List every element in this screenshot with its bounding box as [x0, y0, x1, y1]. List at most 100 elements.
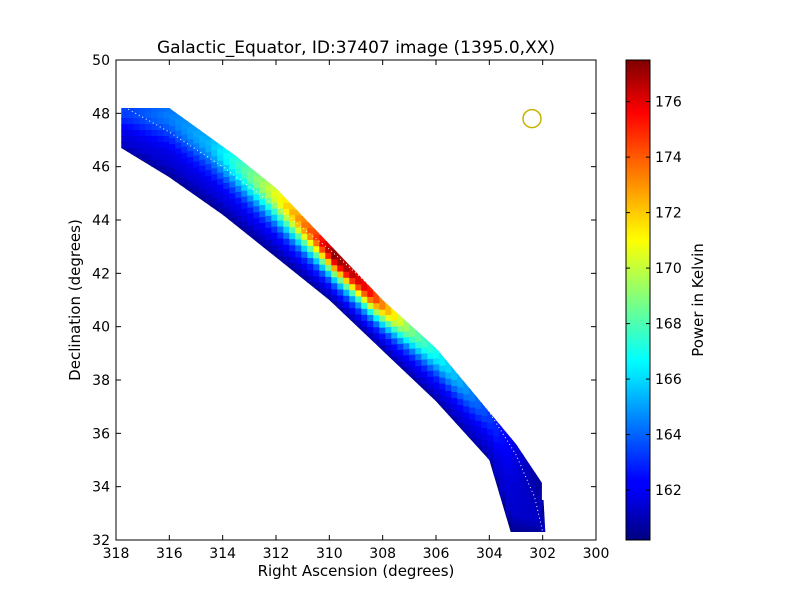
heat-cell: [235, 215, 242, 223]
heat-cell: [355, 296, 362, 303]
heat-cell: [163, 118, 170, 125]
heat-cell: [493, 430, 500, 437]
heat-cell: [397, 325, 404, 333]
heat-cell: [241, 160, 248, 168]
heat-cell: [433, 394, 440, 401]
heat-cell: [151, 148, 158, 155]
heat-cell: [379, 303, 386, 311]
heat-cell: [469, 437, 476, 445]
heat-cell: [187, 187, 194, 194]
heat-cell: [175, 160, 182, 168]
heat-cell: [457, 393, 464, 400]
heat-cell: [337, 301, 344, 309]
heat-cell: [301, 251, 308, 259]
heat-cell: [523, 529, 530, 532]
heat-cell: [475, 426, 482, 434]
heat-cell: [295, 269, 302, 276]
heat-cell: [157, 112, 164, 119]
colorbar-tick-label: 164: [655, 428, 682, 444]
heat-cell: [433, 376, 440, 383]
heat-cell: [259, 211, 266, 218]
heat-cell: [223, 159, 230, 166]
heat-cell: [373, 315, 380, 322]
heat-cell: [265, 221, 272, 229]
x-tick-label: 312: [263, 546, 290, 562]
heat-cell: [457, 423, 464, 430]
heat-cell: [379, 315, 386, 323]
heat-cell: [385, 345, 392, 352]
heat-cell: [343, 259, 350, 267]
heat-cell: [469, 431, 476, 439]
heat-cell: [541, 518, 546, 525]
heat-cell: [421, 347, 428, 355]
heat-cell: [289, 203, 296, 210]
heat-cell: [265, 227, 272, 235]
colorbar-tick-label: 176: [655, 95, 682, 111]
heat-cell: [415, 336, 422, 343]
heat-cell: [367, 309, 374, 316]
heat-cell: [181, 152, 188, 160]
heat-cell: [313, 276, 320, 283]
heat-cell: [139, 148, 146, 155]
heat-cell: [331, 271, 338, 278]
heat-cell: [133, 108, 140, 113]
heat-cell: [271, 226, 278, 234]
heat-cell: [415, 372, 422, 379]
heat-cell: [193, 125, 200, 132]
heat-cell: [331, 277, 338, 284]
heat-cell: [307, 258, 314, 265]
heat-cell: [307, 234, 314, 241]
x-tick-label: 306: [423, 546, 450, 562]
heat-cell: [343, 301, 350, 309]
heat-cell: [445, 402, 452, 410]
heat-cell: [373, 339, 380, 346]
heat-cell: [511, 512, 518, 519]
heat-cell: [349, 272, 356, 279]
heat-cell: [319, 246, 326, 254]
heat-cell: [517, 490, 524, 498]
heat-cell: [205, 194, 212, 201]
heat-cell: [541, 512, 546, 519]
x-tick-label: 304: [476, 546, 503, 562]
heat-cell: [271, 238, 278, 246]
heat-cell: [415, 366, 422, 373]
heat-cell: [511, 488, 518, 495]
heat-cell: [121, 136, 128, 143]
heat-cell: [217, 154, 224, 162]
heat-cell: [499, 449, 506, 457]
heat-cell: [121, 108, 128, 113]
heat-cell: [157, 130, 164, 137]
heat-cell: [445, 408, 452, 416]
heat-cell: [523, 523, 530, 531]
source-marker: [522, 108, 542, 129]
heat-cell: [499, 437, 506, 445]
heat-cell: [265, 191, 272, 199]
heat-cell: [499, 485, 506, 493]
heat-cell: [253, 206, 260, 213]
heat-cell: [529, 526, 536, 532]
heat-cell: [283, 226, 290, 234]
x-tick-label: 302: [529, 546, 556, 562]
heat-cell: [265, 239, 272, 247]
heat-cell: [289, 239, 296, 246]
heat-cell: [541, 506, 546, 513]
heat-cell: [295, 215, 302, 222]
heat-cell: [415, 348, 422, 355]
heat-cell: [301, 245, 308, 253]
heat-cell: [475, 438, 482, 446]
heat-cell: [265, 245, 272, 253]
heat-cell: [523, 499, 530, 507]
heat-cell: [385, 333, 392, 340]
heat-cell: [535, 493, 542, 501]
heat-cell: [451, 368, 458, 375]
heat-cell: [127, 124, 134, 131]
heat-cell: [163, 130, 170, 137]
heat-cell: [367, 333, 374, 340]
heat-cell: [253, 182, 260, 189]
heat-cell: [133, 118, 140, 125]
heat-cell: [271, 244, 278, 252]
heat-cell: [313, 270, 320, 277]
heat-cell: [451, 392, 458, 399]
heat-cell: [487, 429, 494, 436]
heat-cell: [145, 136, 152, 143]
